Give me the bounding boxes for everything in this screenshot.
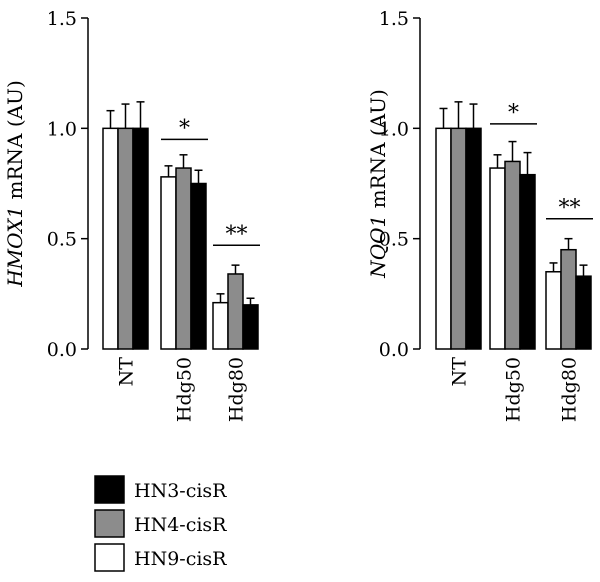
chart-0-bar-hdg80-hn4-cisr bbox=[227, 273, 244, 350]
chart-1-bar-hdg50-hn3-cisr bbox=[519, 173, 536, 350]
chart-1-y-axis-label-gene: NQO1 bbox=[366, 215, 390, 279]
legend-label: HN4-cisR bbox=[134, 514, 227, 536]
legend-label: HN9-cisR bbox=[134, 548, 227, 570]
chart-1-bar-hdg50-hn9-cisr bbox=[489, 167, 506, 350]
chart-1-category-label: NT bbox=[449, 357, 471, 387]
legend-swatch-hn4-cisr bbox=[94, 509, 125, 538]
chart-0-bar-nt-hn3-cisr bbox=[132, 127, 149, 350]
chart-0-y-axis-label-gene: HMOX1 bbox=[3, 206, 27, 288]
chart-0-significance-marker: ** bbox=[226, 222, 248, 247]
legend-swatch-hn9-cisr bbox=[94, 543, 125, 572]
chart-1-category-label: Hdg80 bbox=[559, 357, 581, 422]
chart-0-bar-nt-hn9-cisr bbox=[102, 127, 119, 350]
chart-1-bar-hdg80-hn3-cisr bbox=[575, 275, 592, 350]
chart-1-y-tick-label: 1.5 bbox=[379, 8, 409, 30]
chart-0-bar-hdg50-hn9-cisr bbox=[160, 176, 177, 350]
chart-0-bar-hdg50-hn4-cisr bbox=[175, 167, 192, 350]
chart-0-y-axis-label: HMOX1 mRNA (AU) bbox=[3, 80, 27, 288]
chart-0-bar-hdg80-hn9-cisr bbox=[212, 301, 229, 350]
legend: HN3-cisR HN4-cisR HN9-cisR bbox=[94, 475, 227, 572]
chart-1-y-axis-label-unit: mRNA (AU) bbox=[366, 89, 390, 215]
chart-0-y-tick-label: 0.5 bbox=[47, 229, 77, 251]
chart-1-bar-hdg80-hn9-cisr bbox=[545, 271, 562, 350]
chart-1-bar-hdg80-hn4-cisr bbox=[560, 248, 577, 350]
chart-0-category-label: Hdg80 bbox=[226, 357, 248, 422]
chart-0-bar-hdg80-hn3-cisr bbox=[242, 304, 259, 350]
chart-1-y-axis-label: NQO1 mRNA (AU) bbox=[366, 89, 390, 279]
chart-0-category-label: NT bbox=[116, 357, 138, 387]
chart-1-bar-nt-hn9-cisr bbox=[435, 127, 452, 350]
chart-0-significance-marker: * bbox=[179, 116, 190, 141]
chart-0-y-tick-label: 0.0 bbox=[47, 339, 77, 361]
chart-1-y-tick-label: 0.5 bbox=[379, 229, 409, 251]
chart-1-bar-nt-hn3-cisr bbox=[465, 127, 482, 350]
chart-1-category-label: Hdg50 bbox=[503, 357, 525, 422]
chart-0-y-tick-label: 1.5 bbox=[47, 8, 77, 30]
legend-swatch-hn3-cisr bbox=[94, 475, 125, 504]
chart-1-y-tick-label: 1.0 bbox=[379, 118, 409, 140]
chart-0-y-tick-label: 1.0 bbox=[47, 118, 77, 140]
chart-1-bar-nt-hn4-cisr bbox=[450, 127, 467, 350]
hmox1-chart: 0.0 0.5 1.0 1.5 HMOX1 mRNA (AU) NT Hdg50 Hdg80 *… bbox=[3, 8, 260, 422]
chart-1-significance-marker: * bbox=[508, 101, 519, 126]
legend-label: HN3-cisR bbox=[134, 480, 227, 502]
chart-0-category-label: Hdg50 bbox=[174, 357, 196, 422]
chart-0-bar-hdg50-hn3-cisr bbox=[190, 182, 207, 350]
chart-0-bar-nt-hn4-cisr bbox=[117, 127, 134, 350]
chart-1-y-tick-label: 0.0 bbox=[379, 339, 409, 361]
chart-0-y-axis-label-unit: mRNA (AU) bbox=[3, 80, 27, 206]
chart-1-bar-hdg50-hn4-cisr bbox=[504, 160, 521, 350]
chart-1-significance-marker: ** bbox=[559, 196, 581, 221]
